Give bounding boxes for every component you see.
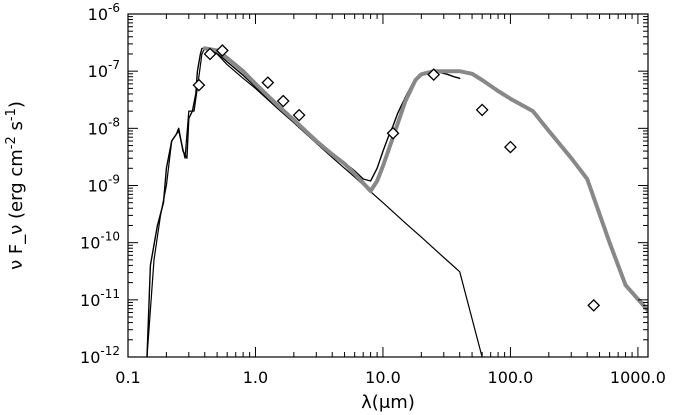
y-tick-label: 10-6 — [88, 1, 120, 24]
data-point — [276, 94, 290, 108]
plot-frame — [127, 13, 649, 358]
x-tick-label: 1000.0 — [610, 368, 666, 387]
y-axis-label: ν F_ν (erg cm-2 s-1) — [4, 101, 27, 270]
data-point — [427, 68, 441, 82]
tick-layer — [127, 13, 648, 358]
data-point — [203, 47, 217, 61]
data-point — [261, 76, 275, 90]
series-layer — [146, 44, 648, 357]
y-tick-label: 10-11 — [80, 287, 120, 310]
photosphere-model-line — [146, 47, 483, 357]
x-tick-label: 100.0 — [488, 368, 534, 387]
y-tick-label: 10-7 — [88, 58, 120, 81]
y-tick-label: 10-10 — [80, 230, 120, 253]
data-point — [475, 103, 489, 117]
label-layer: 0.1 1.0 10.0 100.0 1000.0 10-12 10-11 10-10 10-9… — [80, 1, 666, 387]
x-tick-label: 1.0 — [243, 368, 268, 387]
data-point — [587, 298, 601, 312]
observed-spectrum-line — [146, 47, 461, 357]
data-point — [386, 126, 400, 140]
model-fit-line — [202, 46, 648, 313]
x-tick-label: 10.0 — [365, 368, 401, 387]
y-tick-label: 10-9 — [88, 173, 120, 196]
data-point — [192, 78, 206, 92]
diamond-markers — [192, 44, 601, 312]
data-point — [215, 44, 229, 57]
data-point — [292, 108, 306, 122]
x-tick-label: 0.1 — [115, 368, 140, 387]
data-point — [504, 140, 517, 154]
x-axis-label: λ(μm) — [361, 392, 415, 413]
y-tick-label: 10-12 — [80, 344, 120, 367]
y-tick-label: 10-8 — [88, 115, 120, 138]
